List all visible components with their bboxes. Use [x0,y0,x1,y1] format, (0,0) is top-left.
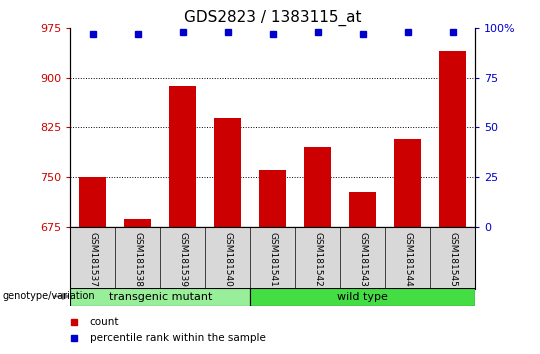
Text: wild type: wild type [338,292,388,302]
Text: GSM181545: GSM181545 [448,232,457,286]
Title: GDS2823 / 1383115_at: GDS2823 / 1383115_at [184,9,361,25]
Text: GSM181539: GSM181539 [178,232,187,286]
Text: GSM181544: GSM181544 [403,232,412,286]
Bar [259,170,286,227]
Bar [349,192,376,227]
Bar [250,288,475,306]
Text: GSM181541: GSM181541 [268,232,277,286]
Text: GSM181537: GSM181537 [88,232,97,286]
Text: genotype/variation: genotype/variation [3,291,96,301]
Bar [124,219,151,227]
Text: percentile rank within the sample: percentile rank within the sample [90,333,266,343]
Text: GSM181538: GSM181538 [133,232,142,286]
Bar [394,139,421,227]
Bar [70,288,250,306]
Bar [439,51,466,227]
Text: GSM181542: GSM181542 [313,232,322,286]
Text: GSM181540: GSM181540 [223,232,232,286]
Bar [79,177,106,227]
Text: GSM181543: GSM181543 [358,232,367,286]
Text: transgenic mutant: transgenic mutant [109,292,212,302]
Text: count: count [90,317,119,327]
Bar [214,118,241,227]
Bar [304,147,331,227]
Bar [169,86,196,227]
